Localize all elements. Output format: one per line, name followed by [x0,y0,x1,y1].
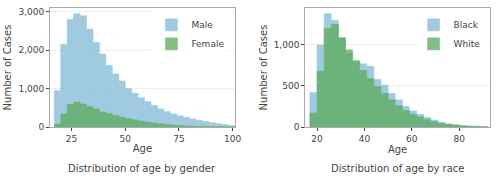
svg-text:75: 75 [173,134,184,144]
svg-text:3,000: 3,000 [18,7,44,17]
svg-text:2,000: 2,000 [18,45,44,55]
svg-text:Age: Age [388,144,407,155]
svg-text:Black: Black [454,20,479,30]
svg-text:60: 60 [406,134,418,144]
svg-text:Number of Cases: Number of Cases [2,25,13,111]
svg-text:Age: Age [133,143,152,154]
svg-text:Male: Male [191,20,213,30]
svg-text:0: 0 [294,122,300,132]
svg-text:1,000: 1,000 [274,40,300,50]
svg-text:Female: Female [191,39,224,49]
svg-text:500: 500 [282,81,299,91]
svg-text:100: 100 [224,134,241,144]
svg-text:40: 40 [359,134,371,144]
svg-text:Distribution of age by race: Distribution of age by race [331,163,464,174]
svg-text:Number of Cases: Number of Cases [258,25,269,111]
svg-text:20: 20 [311,134,323,144]
svg-text:White: White [454,39,481,49]
svg-text:25: 25 [66,134,77,144]
svg-text:80: 80 [453,134,465,144]
svg-text:50: 50 [119,134,131,144]
svg-text:Distribution of age by gender: Distribution of age by gender [68,163,216,174]
svg-text:0: 0 [38,122,44,132]
svg-text:1,000: 1,000 [18,84,44,94]
